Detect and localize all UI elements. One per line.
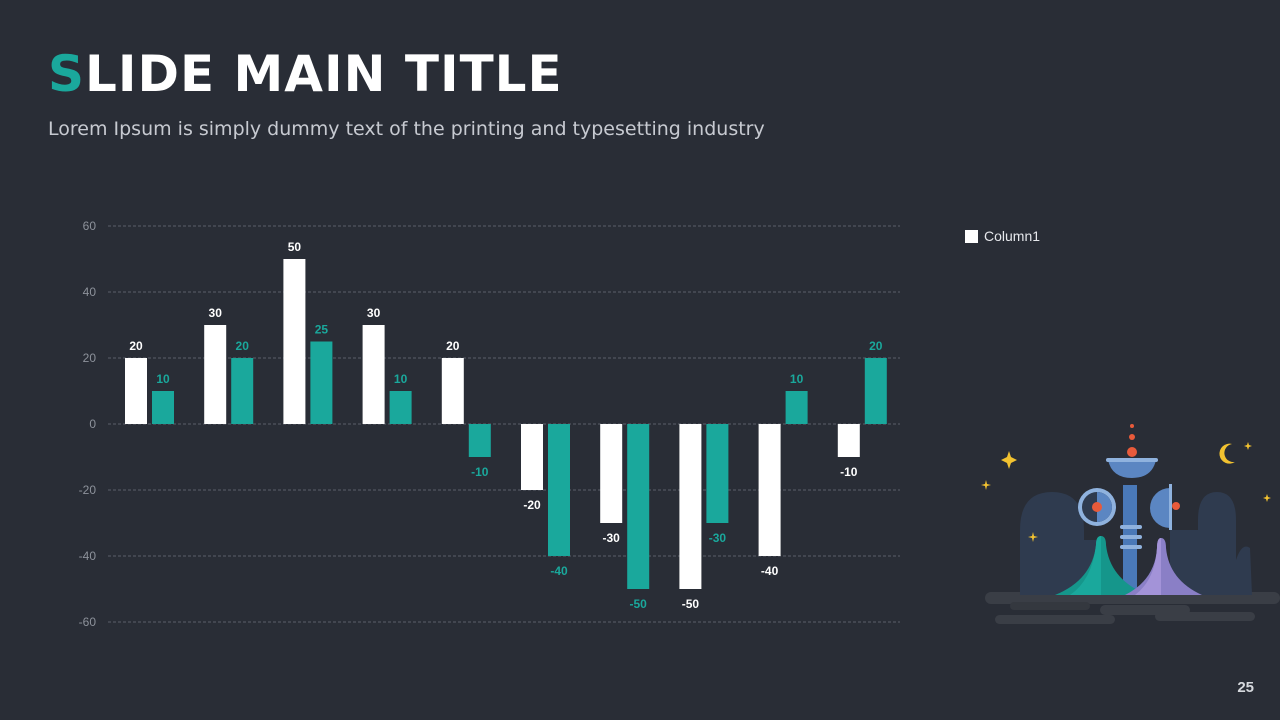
data-label-series2: -10 xyxy=(471,465,489,479)
data-label-series2: 25 xyxy=(315,323,329,337)
slide-subtitle: Lorem Ipsum is simply dummy text of the … xyxy=(48,118,765,140)
data-label-series1: -10 xyxy=(840,465,858,479)
bar-series2 xyxy=(627,424,650,589)
title-first-letter: S xyxy=(48,45,86,103)
y-tick-label: 0 xyxy=(89,417,96,431)
data-label-series1: -40 xyxy=(761,564,779,578)
bar-series1 xyxy=(362,325,385,424)
bar-series2 xyxy=(785,391,808,424)
title-rest: LIDE MAIN TITLE xyxy=(85,45,563,103)
chart-legend: Column1 xyxy=(965,228,1040,244)
bar-series2 xyxy=(152,391,174,424)
y-tick-label: 20 xyxy=(83,351,97,365)
bar-series2 xyxy=(389,391,412,424)
data-label-series2: 10 xyxy=(394,372,408,386)
bar-series1 xyxy=(679,424,702,589)
data-labels: 20 30 50 30 20 -20 -30 -50 -40 -10 10 20 25 10 -10 -40 -… xyxy=(129,240,882,611)
bar-series1 xyxy=(837,424,860,457)
slide-title: SLIDE MAIN TITLE xyxy=(48,40,563,108)
bar-series1 xyxy=(521,424,543,490)
data-label-series2: 20 xyxy=(869,339,883,353)
data-label-series1: -20 xyxy=(523,498,541,512)
bars xyxy=(125,259,887,589)
data-label-series1: 20 xyxy=(446,339,460,353)
y-tick-label: -20 xyxy=(79,483,97,497)
bar-series2 xyxy=(706,424,729,523)
bar-series1 xyxy=(125,358,147,424)
data-label-series2: -40 xyxy=(550,564,568,578)
bar-series2 xyxy=(310,341,333,424)
data-label-series2: -30 xyxy=(709,531,727,545)
y-axis-ticks: 60 40 20 0 -20 -40 -60 xyxy=(79,219,97,629)
legend-label-column1: Column1 xyxy=(984,228,1041,244)
legend-swatch-column1 xyxy=(965,229,978,243)
data-label-series1: 30 xyxy=(209,306,223,320)
data-label-series1: -30 xyxy=(603,531,621,545)
data-label-series2: 10 xyxy=(790,372,804,386)
y-tick-label: 60 xyxy=(83,219,97,233)
bar-series2 xyxy=(468,424,491,457)
data-label-series2: 20 xyxy=(236,339,250,353)
data-label-series1: -50 xyxy=(682,597,700,611)
data-label-series2: -50 xyxy=(630,597,648,611)
data-label-series1: 50 xyxy=(288,240,302,254)
bar-series1 xyxy=(600,424,623,523)
bar-series2 xyxy=(231,358,254,424)
y-tick-label: -40 xyxy=(79,549,97,563)
night-castle-illustration xyxy=(981,424,1280,624)
bar-series1 xyxy=(204,325,227,424)
bar-series2 xyxy=(548,424,570,556)
y-tick-label: 40 xyxy=(83,285,97,299)
data-label-series1: 20 xyxy=(129,339,143,353)
y-tick-label: -60 xyxy=(79,615,97,629)
bar-series2 xyxy=(864,358,887,424)
page-number: 25 xyxy=(1237,679,1254,696)
data-label-series1: 30 xyxy=(367,306,381,320)
bar-series1 xyxy=(283,259,306,424)
bar-series1 xyxy=(441,358,464,424)
data-label-series2: 10 xyxy=(156,372,170,386)
bar-series1 xyxy=(758,424,781,556)
grid-lines xyxy=(108,225,900,623)
